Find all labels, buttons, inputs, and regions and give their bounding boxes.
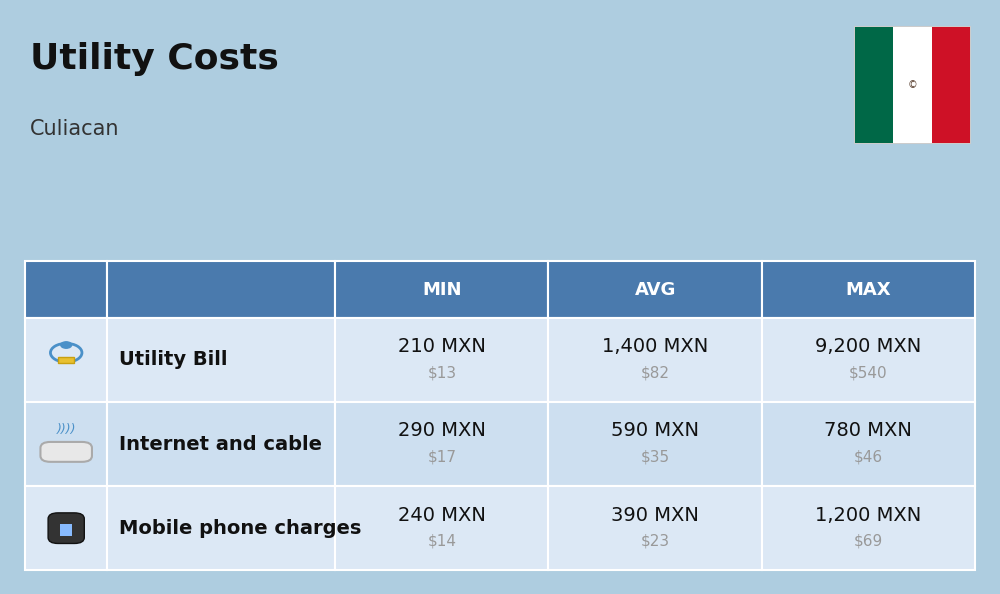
FancyBboxPatch shape (107, 261, 335, 318)
Text: Utility Costs: Utility Costs (30, 42, 279, 75)
Text: AVG: AVG (634, 280, 676, 299)
Text: Mobile phone charges: Mobile phone charges (119, 519, 362, 538)
FancyBboxPatch shape (932, 27, 970, 143)
Text: 1,400 MXN: 1,400 MXN (602, 337, 708, 356)
Text: 9,200 MXN: 9,200 MXN (815, 337, 921, 356)
FancyBboxPatch shape (25, 486, 107, 570)
FancyBboxPatch shape (25, 261, 107, 318)
FancyBboxPatch shape (107, 486, 335, 570)
FancyBboxPatch shape (107, 402, 335, 486)
Text: 210 MXN: 210 MXN (398, 337, 486, 356)
Text: 240 MXN: 240 MXN (398, 505, 486, 525)
FancyBboxPatch shape (48, 513, 84, 544)
Circle shape (61, 342, 72, 348)
FancyBboxPatch shape (25, 402, 107, 486)
FancyBboxPatch shape (548, 318, 762, 402)
FancyBboxPatch shape (40, 442, 92, 462)
FancyBboxPatch shape (855, 27, 893, 143)
Text: Internet and cable: Internet and cable (119, 435, 322, 453)
Text: MAX: MAX (846, 280, 891, 299)
FancyBboxPatch shape (548, 402, 762, 486)
Text: 390 MXN: 390 MXN (611, 505, 699, 525)
FancyBboxPatch shape (107, 318, 335, 402)
Text: $46: $46 (854, 450, 883, 465)
FancyBboxPatch shape (762, 261, 975, 318)
Text: 590 MXN: 590 MXN (611, 422, 699, 440)
FancyBboxPatch shape (548, 486, 762, 570)
Text: $23: $23 (641, 534, 670, 549)
FancyBboxPatch shape (60, 524, 72, 536)
FancyBboxPatch shape (762, 318, 975, 402)
Text: $35: $35 (641, 450, 670, 465)
FancyBboxPatch shape (335, 486, 548, 570)
Text: Utility Bill: Utility Bill (119, 350, 228, 369)
FancyBboxPatch shape (58, 357, 74, 363)
FancyBboxPatch shape (335, 318, 548, 402)
Text: ©: © (908, 80, 917, 90)
FancyBboxPatch shape (893, 27, 932, 143)
Text: $17: $17 (427, 450, 456, 465)
Text: )))): )))) (56, 423, 76, 435)
FancyBboxPatch shape (548, 261, 762, 318)
Text: 780 MXN: 780 MXN (824, 422, 912, 440)
FancyBboxPatch shape (762, 402, 975, 486)
Text: $69: $69 (854, 534, 883, 549)
Text: MIN: MIN (422, 280, 462, 299)
FancyBboxPatch shape (335, 261, 548, 318)
Text: Culiacan: Culiacan (30, 119, 120, 139)
Text: $82: $82 (641, 365, 670, 380)
FancyBboxPatch shape (762, 486, 975, 570)
Text: $14: $14 (427, 534, 456, 549)
Text: 290 MXN: 290 MXN (398, 422, 486, 440)
FancyBboxPatch shape (855, 27, 970, 143)
Text: 1,200 MXN: 1,200 MXN (815, 505, 921, 525)
FancyBboxPatch shape (25, 318, 107, 402)
Text: $540: $540 (849, 365, 888, 380)
Text: $13: $13 (427, 365, 456, 380)
FancyBboxPatch shape (335, 402, 548, 486)
